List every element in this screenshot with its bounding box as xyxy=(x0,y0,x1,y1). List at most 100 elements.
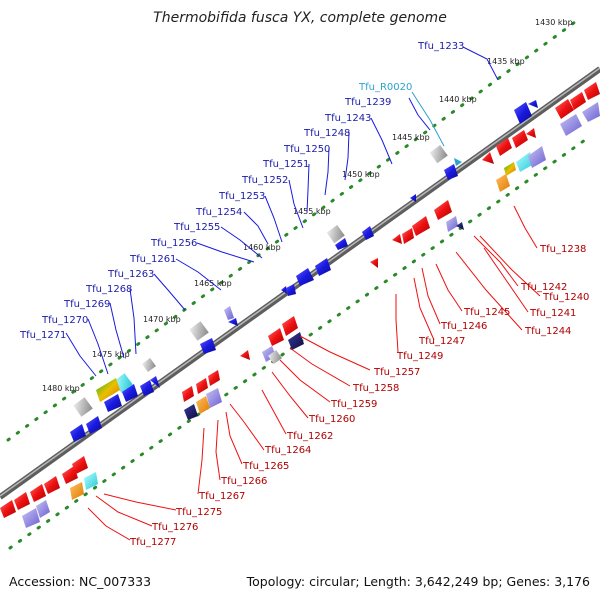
gene-feature[interactable] xyxy=(196,396,210,414)
gene-feature[interactable] xyxy=(496,174,510,192)
gene-feature[interactable] xyxy=(122,384,138,402)
gene-feature[interactable] xyxy=(496,138,512,156)
gene-label[interactable]: Tfu_1251 xyxy=(262,159,309,170)
gene-feature[interactable] xyxy=(504,162,516,176)
gene-feature[interactable] xyxy=(72,456,88,474)
gene-feature[interactable] xyxy=(526,128,536,138)
gene-label[interactable]: Tfu_1268 xyxy=(85,284,132,295)
gene-label[interactable]: Tfu_1239 xyxy=(344,97,391,108)
gene-label[interactable]: Tfu_1244 xyxy=(524,326,571,337)
gene-feature[interactable] xyxy=(362,226,374,240)
gene-feature[interactable] xyxy=(410,194,416,202)
gene-label[interactable]: Tfu_1247 xyxy=(418,336,465,347)
gene-feature[interactable] xyxy=(296,268,314,286)
gene-feature[interactable] xyxy=(36,500,50,518)
gene-label[interactable]: Tfu_1238 xyxy=(539,244,586,255)
gene-feature[interactable] xyxy=(14,492,30,510)
gene-label[interactable]: Tfu_1258 xyxy=(352,383,399,394)
gene-feature[interactable] xyxy=(326,225,345,244)
gene-label[interactable]: Tfu_1265 xyxy=(242,461,289,472)
gene-feature[interactable] xyxy=(208,370,220,386)
gene-feature[interactable] xyxy=(73,397,93,417)
gene-label[interactable]: Tfu_1249 xyxy=(396,351,443,362)
gene-feature[interactable] xyxy=(570,92,586,110)
gene-feature[interactable] xyxy=(182,386,194,402)
gene-feature[interactable] xyxy=(150,376,160,388)
gene-feature[interactable] xyxy=(482,152,494,164)
gene-feature[interactable] xyxy=(444,164,458,180)
gene-label[interactable]: Tfu_1256 xyxy=(150,238,197,249)
gene-label[interactable]: Tfu_1275 xyxy=(175,507,222,518)
gene-feature[interactable] xyxy=(268,328,284,346)
gene-feature[interactable] xyxy=(584,82,600,100)
gene-feature[interactable] xyxy=(286,284,296,296)
gene-label[interactable]: Tfu_1264 xyxy=(264,445,311,456)
gene-label[interactable]: Tfu_1248 xyxy=(303,128,350,139)
gene-feature[interactable] xyxy=(392,234,402,244)
gene-feature[interactable] xyxy=(335,238,348,250)
gene-feature[interactable] xyxy=(96,378,120,402)
gene-feature[interactable] xyxy=(434,200,452,220)
rna-feature[interactable] xyxy=(454,158,462,166)
gene-label[interactable]: Tfu_1245 xyxy=(463,307,510,318)
gene-feature[interactable] xyxy=(528,100,538,108)
gene-feature[interactable] xyxy=(44,476,60,494)
gene-feature[interactable] xyxy=(62,466,78,484)
gene-label[interactable]: Tfu_1262 xyxy=(286,431,333,442)
gene-label[interactable]: Tfu_1266 xyxy=(220,476,267,487)
gene-feature[interactable] xyxy=(282,316,298,336)
gene-label[interactable]: Tfu_1259 xyxy=(330,399,377,410)
gene-label[interactable]: Tfu_1260 xyxy=(308,414,355,425)
gene-feature[interactable] xyxy=(560,114,582,136)
gene-feature[interactable] xyxy=(189,321,209,341)
gene-feature[interactable] xyxy=(268,350,282,364)
gene-feature[interactable] xyxy=(446,216,458,232)
gene-label[interactable]: Tfu_1242 xyxy=(520,282,567,293)
gene-feature[interactable] xyxy=(240,350,250,360)
gene-feature[interactable] xyxy=(86,416,102,434)
gene-feature[interactable] xyxy=(30,484,46,502)
gene-feature[interactable] xyxy=(200,338,216,354)
gene-label[interactable]: Tfu_1255 xyxy=(173,222,220,233)
gene-label[interactable]: Tfu_1233 xyxy=(417,41,464,52)
gene-label[interactable]: Tfu_1240 xyxy=(542,292,589,303)
gene-feature[interactable] xyxy=(412,216,430,236)
gene-feature[interactable] xyxy=(84,472,98,490)
gene-label[interactable]: Tfu_1267 xyxy=(198,491,245,502)
gene-label[interactable]: Tfu_1246 xyxy=(440,321,487,332)
gene-label[interactable]: Tfu_1261 xyxy=(129,254,176,265)
gene-feature[interactable] xyxy=(224,306,234,320)
gene-feature[interactable] xyxy=(402,228,414,244)
gene-feature[interactable] xyxy=(104,394,122,412)
gene-feature[interactable] xyxy=(281,286,287,294)
gene-label[interactable]: Tfu_1271 xyxy=(19,330,66,341)
gene-feature[interactable] xyxy=(582,102,600,122)
gene-feature[interactable] xyxy=(512,130,528,148)
gene-label[interactable]: Tfu_1270 xyxy=(41,315,88,326)
gene-feature[interactable] xyxy=(70,482,84,500)
gene-label[interactable]: Tfu_1276 xyxy=(151,522,198,533)
gene-label[interactable]: Tfu_1257 xyxy=(373,367,420,378)
gene-feature[interactable] xyxy=(228,318,238,326)
rna-gene-label[interactable]: Tfu_R0020 xyxy=(358,82,412,93)
gene-feature[interactable] xyxy=(555,99,574,119)
gene-feature[interactable] xyxy=(184,404,198,420)
gene-feature[interactable] xyxy=(514,102,532,124)
gene-label[interactable]: Tfu_1243 xyxy=(324,113,371,124)
gene-label[interactable]: Tfu_1269 xyxy=(63,299,110,310)
gene-feature[interactable] xyxy=(528,146,546,168)
gene-feature[interactable] xyxy=(142,358,156,372)
gene-feature[interactable] xyxy=(315,258,331,276)
gene-label[interactable]: Tfu_1241 xyxy=(529,308,576,319)
gene-label[interactable]: Tfu_1263 xyxy=(107,269,154,280)
gene-label[interactable]: Tfu_1252 xyxy=(241,175,288,186)
gene-feature[interactable] xyxy=(70,424,86,442)
gene-feature[interactable] xyxy=(429,145,448,164)
gene-feature[interactable] xyxy=(22,508,40,528)
gene-feature[interactable] xyxy=(456,222,464,230)
gene-feature[interactable] xyxy=(206,388,222,408)
gene-feature[interactable] xyxy=(196,378,208,394)
gene-label[interactable]: Tfu_1250 xyxy=(283,144,330,155)
gene-feature[interactable] xyxy=(140,380,154,396)
gene-label[interactable]: Tfu_1277 xyxy=(129,537,176,548)
